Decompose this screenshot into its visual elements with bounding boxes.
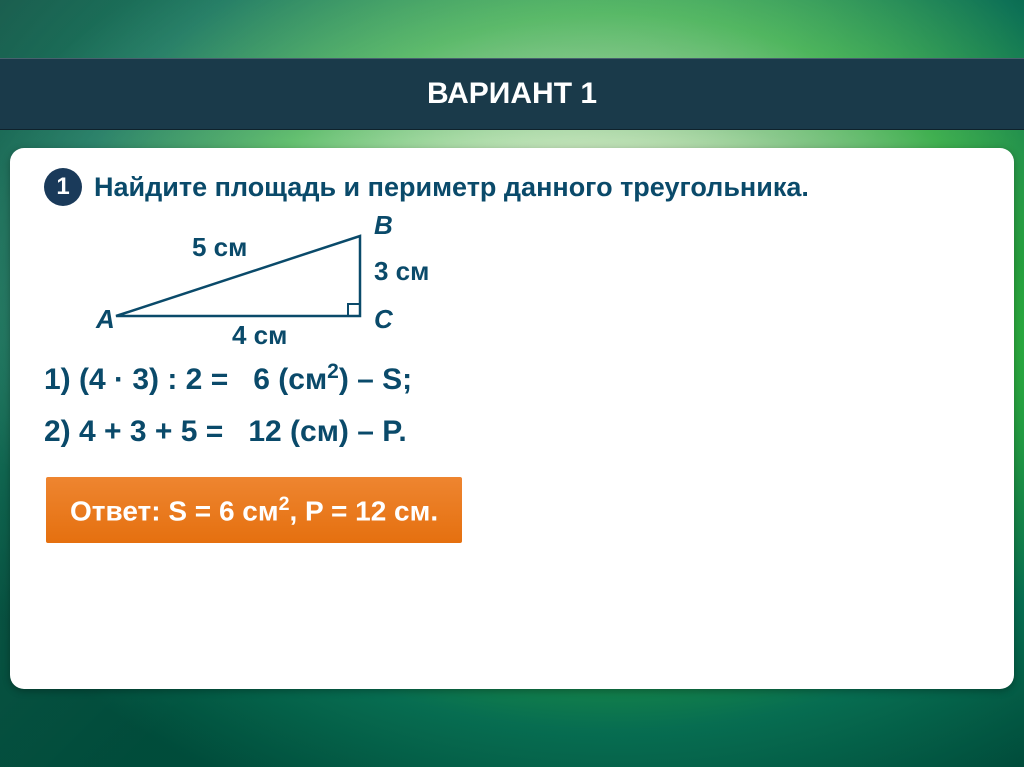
right-angle-marker: [348, 304, 360, 316]
content-card: 1 Найдите площадь и периметр данного тре…: [10, 148, 1014, 689]
vertex-label-c: C: [374, 304, 393, 335]
sol1-rhs-post: ) – S;: [339, 363, 412, 396]
sol1-lhs: 1) (4 · 3) : 2 =: [44, 363, 228, 396]
sol1-rhs-pre: 6 (см: [253, 363, 327, 396]
question-prompt: Найдите площадь и периметр данного треуг…: [94, 172, 809, 203]
sol2-lhs: 2) 4 + 3 + 5 =: [44, 415, 223, 448]
answer-suffix: , P = 12 см.: [289, 495, 438, 526]
sol2-rhs: 12 (см) – P.: [248, 415, 406, 448]
slide-title: ВАРИАНТ 1: [427, 77, 597, 110]
question-number: 1: [56, 173, 69, 201]
triangle-diagram: A B C 5 см 3 см 4 см: [74, 214, 980, 354]
side-label-ab: 5 см: [192, 232, 247, 263]
answer-sup: 2: [279, 493, 290, 515]
sol1-sup: 2: [327, 360, 339, 383]
side-label-ac: 4 см: [232, 320, 287, 351]
question-row: 1 Найдите площадь и периметр данного тре…: [44, 168, 980, 206]
answer-box: Ответ: S = 6 см2, P = 12 см.: [44, 475, 464, 545]
solution-line-1: 1) (4 · 3) : 2 = 6 (см2) – S;: [44, 360, 980, 397]
vertex-label-b: B: [374, 210, 393, 241]
side-label-bc: 3 см: [374, 256, 429, 287]
solution-line-2: 2) 4 + 3 + 5 = 12 (см) – P.: [44, 415, 980, 449]
solution-block: 1) (4 · 3) : 2 = 6 (см2) – S; 2) 4 + 3 +…: [44, 360, 980, 545]
vertex-label-a: A: [96, 304, 115, 335]
question-number-badge: 1: [44, 168, 82, 206]
answer-prefix: Ответ: S = 6 см: [70, 495, 279, 526]
slide-title-bar: ВАРИАНТ 1: [0, 58, 1024, 130]
